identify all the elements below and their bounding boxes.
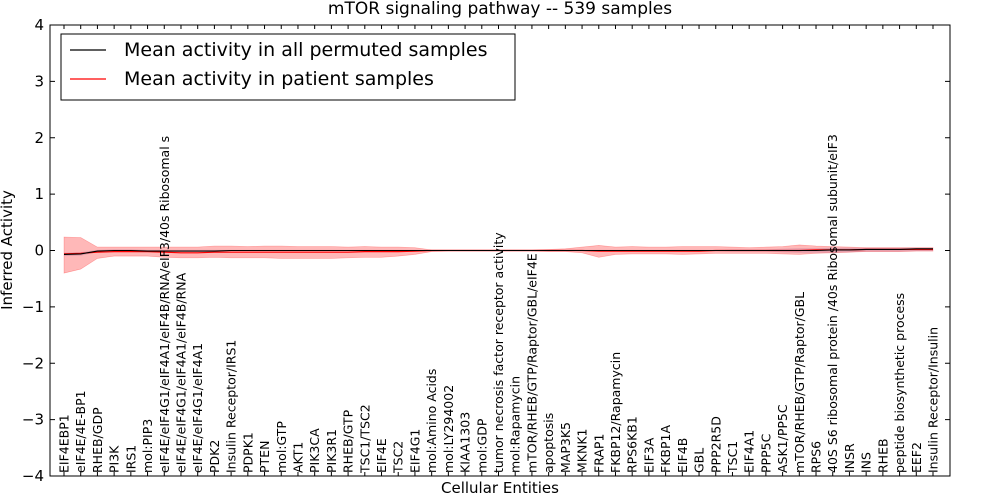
x-tick-label: PIK3R1 [324, 429, 339, 473]
x-tick-label: GBL [692, 448, 707, 473]
x-tick-label: Insulin Receptor/Insulin [926, 327, 941, 473]
y-tick-label: 4 [34, 16, 44, 34]
x-tick-label: FKBP1A [658, 425, 673, 473]
x-tick-label: eIF4E/eIF4G1/eIF4A1/eIF4B/RNA [174, 272, 189, 473]
y-tick-label: 0 [34, 242, 44, 260]
x-tick-label: apoptosis [541, 413, 556, 473]
x-tick-label: TSC1/TSC2 [357, 404, 372, 474]
x-tick-label: mol:PIP3 [140, 419, 155, 473]
x-tick-label: EIF4A1 [742, 430, 757, 473]
y-tick-label: −2 [22, 354, 44, 372]
x-tick-label: peptide biosynthetic process [892, 293, 907, 473]
x-tick-label: mTOR/RHEB/GTP/Raptor/GBL/eIF4E [524, 253, 539, 473]
x-tick-label: EIF3A [641, 437, 656, 473]
x-tick-label: mTOR/RHEB/GTP/Raptor/GBL [792, 292, 807, 473]
x-tick-label: ASK1/PP5C [775, 404, 790, 473]
x-tick-label: mol:Rapamycin [508, 376, 523, 473]
x-tick-label: EIF4EBP1 [57, 414, 72, 473]
x-axis-label: Cellular Entities [441, 479, 559, 497]
y-tick-label: 1 [34, 185, 44, 203]
y-tick-label: −1 [22, 298, 44, 316]
x-tick-label: RHEB/GTP [341, 409, 356, 473]
y-axis-label: Inferred Activity [0, 190, 16, 310]
y-tick-label: 2 [34, 129, 44, 147]
x-tick-label: PI3K [107, 445, 122, 473]
x-tick-label: TSC2 [391, 441, 406, 474]
x-tick-label: mol:GDP [474, 418, 489, 473]
x-tick-label: mol:LY294002 [441, 385, 456, 473]
x-tick-label: eIF4E/eIF4G1/eIF4A1 [190, 343, 205, 473]
x-tick-label: RPS6KB1 [625, 416, 640, 473]
x-tick-label: INSR [842, 443, 857, 473]
x-tick-label: RHEB/GDP [90, 407, 105, 473]
legend-label-patient: Mean activity in patient samples [124, 68, 434, 90]
x-tick-label: KIAA1303 [458, 412, 473, 473]
x-tick-label: eIF4E/4E-BP1 [73, 390, 88, 473]
x-tick-label: INS [859, 452, 874, 473]
x-tick-label: EIF4E [374, 438, 389, 473]
patient-band [63, 236, 934, 274]
x-tick-label: eIF4E/eIF4G1/eIF4A1/eIF4B/RNA/eIF3/40s R… [157, 136, 172, 473]
x-tick-label: RHEB [875, 438, 890, 473]
permuted-line [63, 248, 933, 255]
x-tick-label: AKT1 [291, 442, 306, 473]
x-tick-label: EIF4B [675, 438, 690, 473]
x-tick-label: tumor necrosis factor receptor activity [491, 232, 506, 473]
x-tick-label: PDK2 [207, 440, 222, 473]
x-tick-label: FRAP1 [591, 434, 606, 473]
x-tick-label: PTEN [257, 441, 272, 473]
x-tick-label: PDPK1 [240, 432, 255, 473]
x-tick-label: MKNK1 [575, 429, 590, 473]
y-tick-label: 3 [34, 72, 44, 90]
x-tick-label: FKBP12/Rapamycin [608, 352, 623, 473]
x-tick-label: EIF4G1 [407, 429, 422, 473]
x-tick-label: PIK3CA [307, 428, 322, 473]
permuted-band [64, 247, 933, 257]
y-tick-label: −3 [22, 411, 44, 429]
x-tick-label: MAP3K5 [558, 422, 573, 473]
x-tick-label: EEF2 [909, 442, 924, 473]
chart-title: mTOR signaling pathway -- 539 samples [328, 0, 672, 19]
x-tick-label: PPP5C [758, 433, 773, 473]
x-tick-label: 40S S6 ribosomal protein /40s Ribosomal … [825, 134, 840, 473]
x-tick-label: Insulin Receptor/IRS1 [224, 340, 239, 473]
legend-label-permuted: Mean activity in all permuted samples [124, 39, 487, 61]
x-tick-label: RPS6 [809, 441, 824, 473]
x-tick-label: TSC1 [725, 441, 740, 474]
x-tick-label: IRS1 [123, 445, 138, 473]
legend: Mean activity in all permuted samples Me… [60, 33, 516, 101]
legend-box [60, 33, 516, 101]
x-tick-label: PPP2R5D [708, 416, 723, 473]
x-tick-label: mol:Amino Acids [424, 369, 439, 473]
y-tick-label: −4 [22, 467, 44, 485]
x-tick-label: mol:GTP [274, 421, 289, 473]
